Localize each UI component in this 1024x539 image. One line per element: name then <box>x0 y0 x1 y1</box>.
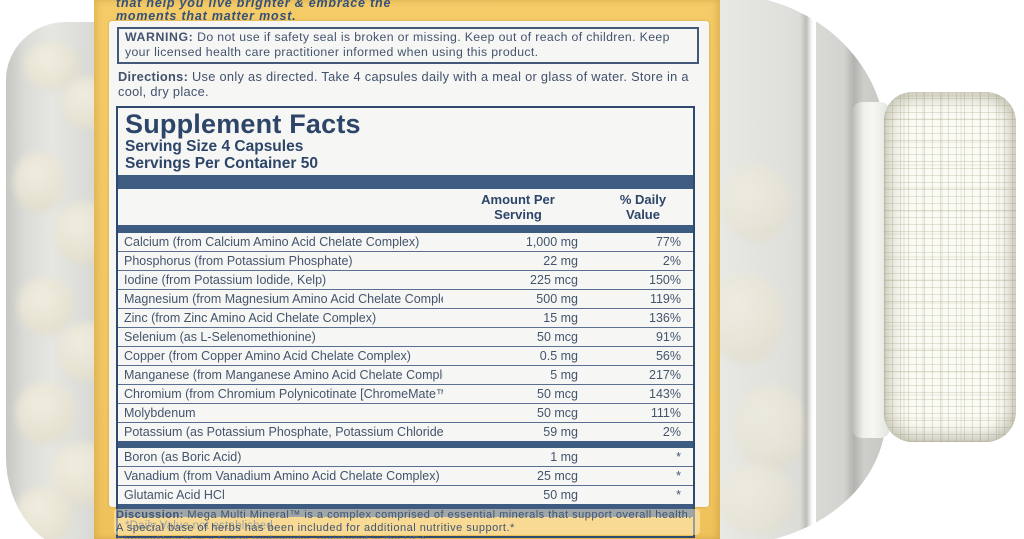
product-label: that help you live brighter & embrace th… <box>94 0 816 539</box>
section-divider-bar <box>118 225 693 233</box>
nutrient-name: Phosphorus (from Potassium Phosphate) <box>124 255 353 268</box>
table-row: Chromium (from Chromium Polynicotinate [… <box>118 385 693 404</box>
nutrient-daily-value: 119% <box>649 292 681 306</box>
trademark-note: ChromeMate™ is a Lonza trademarks, regis… <box>116 534 676 539</box>
nutrient-daily-value: 77% <box>655 235 681 249</box>
label-white-panel: WARNING: Do not use if safety seal is br… <box>109 21 709 538</box>
nutrient-amount: 0.5 mg <box>539 349 578 363</box>
table-row: Phosphorus (from Potassium Phosphate) 22… <box>118 252 693 271</box>
table-row: Magnesium (from Magnesium Amino Acid Che… <box>118 290 693 309</box>
nutrient-daily-value: 150% <box>649 273 681 287</box>
nutrient-daily-value: 2% <box>662 425 681 439</box>
nutrient-amount: 50 mcg <box>537 406 578 420</box>
bottle-neck <box>852 102 890 438</box>
capsule <box>721 164 791 242</box>
nutrient-daily-value: 2% <box>662 254 681 268</box>
nutrient-amount: 50 mcg <box>537 330 578 344</box>
nutrient-daily-value: 111% <box>650 406 681 420</box>
nutrient-amount: 50 mg <box>543 488 578 502</box>
discussion-text: Mega Multi Mineral™ is a complex compris… <box>116 509 692 534</box>
capsule <box>734 384 808 470</box>
table-row: Molybdenum 50 mcg 111% <box>118 404 693 423</box>
nutrient-amount: 22 mg <box>543 254 578 268</box>
label-edge-highlight <box>806 0 816 539</box>
nutrient-daily-value: 91% <box>655 330 681 344</box>
supplement-facts-panel: Supplement Facts Serving Size 4 Capsules… <box>116 105 695 538</box>
table-row: Iodine (from Potassium Iodide, Kelp) 225… <box>118 271 693 290</box>
nutrient-amount: 25 mcg <box>537 469 578 483</box>
table-row: Potassium (as Potassium Phosphate, Potas… <box>118 423 693 441</box>
table-row: Zinc (from Zinc Amino Acid Chelate Compl… <box>118 309 693 328</box>
tagline-line2: moments that matter most. <box>116 9 297 24</box>
nutrient-amount: 1 mg <box>550 450 578 464</box>
capsule <box>16 382 76 444</box>
nutrient-daily-value: 56% <box>655 349 681 363</box>
directions-label: Directions: <box>118 69 189 84</box>
column-header-amount: Amount Per Serving <box>481 192 555 222</box>
column-header-dv: % Daily Value <box>619 192 667 222</box>
table-header: Amount Per Serving % Daily Value <box>118 189 693 225</box>
nutrient-amount: 5 mg <box>550 368 578 382</box>
section-divider-bar <box>118 441 693 448</box>
table-row: Manganese (from Manganese Amino Acid Che… <box>118 366 693 385</box>
nutrient-name: Iodine (from Potassium Iodide, Kelp) <box>124 274 327 287</box>
nutrient-daily-value: * <box>676 450 681 464</box>
nutrient-name: Potassium (as Potassium Phosphate, Potas… <box>124 426 443 439</box>
bottle-cap <box>884 92 1016 442</box>
warning-text: Do not use if safety seal is broken or m… <box>125 30 670 59</box>
capsule <box>716 464 796 534</box>
nutrient-amount: 59 mg <box>543 425 578 439</box>
nutrient-name: Vanadium (from Vanadium Amino Acid Chela… <box>124 470 440 483</box>
nutrient-table: Calcium (from Calcium Amino Acid Chelate… <box>118 233 693 504</box>
directions: Directions: Use only as directed. Take 4… <box>118 69 699 100</box>
nutrient-daily-value: 136% <box>649 311 681 325</box>
nutrient-name: Boron (as Boric Acid) <box>124 451 242 464</box>
nutrient-amount: 50 mcg <box>537 387 578 401</box>
table-row: Calcium (from Calcium Amino Acid Chelate… <box>118 233 693 252</box>
nutrient-daily-value: * <box>676 469 681 483</box>
table-row: Glutamic Acid HCl 50 mg * <box>118 486 693 504</box>
nutrient-name: Calcium (from Calcium Amino Acid Chelate… <box>124 236 420 249</box>
nutrient-name: Magnesium (from Magnesium Amino Acid Che… <box>124 293 443 306</box>
nutrient-amount: 1,000 mg <box>525 235 578 249</box>
tagline-line1: that help you live brighter & embrace th… <box>116 0 392 10</box>
nutrient-daily-value: * <box>676 488 681 502</box>
nutrient-daily-value: 143% <box>649 387 681 401</box>
discussion-label: Discussion: <box>116 509 184 521</box>
supplement-facts-title: Supplement Facts <box>125 108 361 139</box>
capsule <box>14 152 64 212</box>
nutrient-amount: 225 mcg <box>530 273 578 287</box>
nutrient-name: Chromium (from Chromium Polynicotinate [… <box>124 388 443 401</box>
nutrient-name: Manganese (from Manganese Amino Acid Che… <box>124 369 443 382</box>
capsule <box>18 277 74 335</box>
servings-per-container: Servings Per Container 50 <box>125 155 318 173</box>
capsule <box>14 487 72 539</box>
table-row: Boron (as Boric Acid) 1 mg * <box>118 448 693 467</box>
capsule <box>24 42 79 90</box>
table-row: Selenium (as L-Selenomethionine) 50 mcg … <box>118 328 693 347</box>
nutrient-name: Selenium (as L-Selenomethionine) <box>124 331 316 344</box>
nutrient-name: Zinc (from Zinc Amino Acid Chelate Compl… <box>124 312 377 325</box>
table-row: Copper (from Copper Amino Acid Chelate C… <box>118 347 693 366</box>
nutrient-name: Molybdenum <box>124 407 196 420</box>
brand-tagline: that help you live brighter & embrace th… <box>116 0 696 23</box>
warning-label: WARNING: <box>125 30 194 44</box>
warning-box: WARNING: Do not use if safety seal is br… <box>117 27 699 64</box>
directions-text: Use only as directed. Take 4 capsules da… <box>118 69 689 100</box>
nutrient-amount: 15 mg <box>543 311 578 325</box>
nutrient-amount: 500 mg <box>536 292 578 306</box>
capsule <box>716 274 784 364</box>
serving-size: Serving Size 4 Capsules <box>125 137 304 155</box>
bottle-body-left <box>6 22 106 539</box>
nutrient-name: Glutamic Acid HCl <box>124 489 225 502</box>
nutrient-daily-value: 217% <box>649 368 681 382</box>
section-divider-bar <box>118 175 693 190</box>
nutrient-name: Copper (from Copper Amino Acid Chelate C… <box>124 350 411 363</box>
table-row: Vanadium (from Vanadium Amino Acid Chela… <box>118 467 693 486</box>
discussion: Discussion: Mega Multi Mineral™ is a com… <box>114 509 700 535</box>
